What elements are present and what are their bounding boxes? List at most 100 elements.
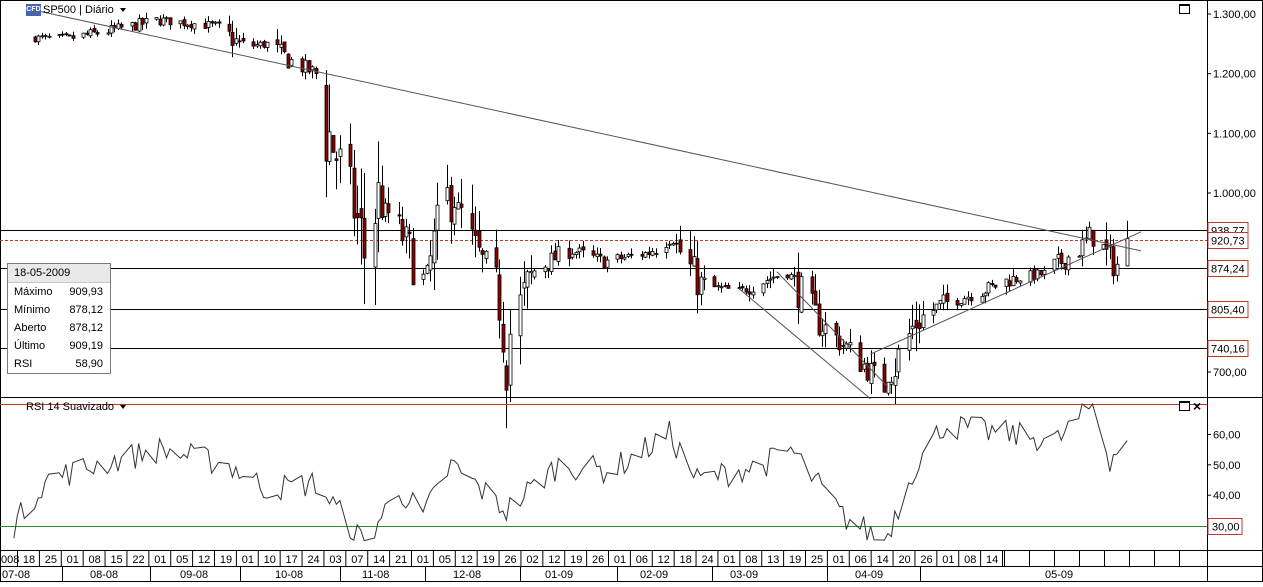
level-label: 920,73 bbox=[1211, 236, 1245, 248]
candle-body bbox=[411, 238, 416, 286]
day-tick-label: 19 bbox=[220, 554, 232, 566]
candle-body bbox=[896, 348, 901, 373]
day-tick-label: 25 bbox=[45, 554, 57, 566]
trendline bbox=[738, 288, 871, 400]
candle-body bbox=[130, 22, 135, 27]
level-label-box bbox=[1207, 260, 1249, 277]
candle-body bbox=[765, 280, 770, 284]
candle-body bbox=[1080, 239, 1085, 257]
candle-body bbox=[747, 291, 752, 295]
day-tick-label: 26 bbox=[592, 554, 604, 566]
day-tick-label: 01 bbox=[723, 554, 735, 566]
candle-body bbox=[137, 18, 142, 32]
maximize-indicator-panel-icon[interactable] bbox=[1179, 401, 1190, 411]
candle-body bbox=[751, 291, 756, 296]
month-label: 11-08 bbox=[362, 569, 389, 581]
candle-body bbox=[567, 247, 572, 259]
candle-body bbox=[459, 203, 464, 208]
info-label: Mínimo bbox=[14, 304, 51, 316]
candle-body bbox=[480, 250, 485, 255]
candle-body bbox=[799, 276, 804, 313]
indicator-label: RSI 14 Suavizado bbox=[26, 401, 115, 413]
candle-body bbox=[595, 253, 600, 258]
candle-body bbox=[352, 167, 357, 219]
instrument-selector[interactable]: CFD SP500 | Diário bbox=[26, 4, 126, 17]
info-row-rsi: RSI 58,90 bbox=[8, 355, 110, 373]
candle-body bbox=[955, 300, 960, 306]
candle-body bbox=[40, 35, 45, 38]
candle-body bbox=[813, 290, 818, 306]
candle-body bbox=[43, 34, 48, 37]
day-tick-label: 01 bbox=[417, 554, 429, 566]
info-value: 878,12 bbox=[69, 322, 103, 334]
candle-body bbox=[817, 303, 822, 336]
rsi-y-tick-label: 40,00 bbox=[1213, 490, 1241, 502]
candle-body bbox=[744, 288, 749, 293]
candle-body bbox=[452, 207, 457, 225]
candle-body bbox=[282, 41, 287, 53]
maximize-price-panel-icon[interactable] bbox=[1179, 4, 1190, 14]
candle-body bbox=[841, 345, 846, 347]
day-tick-label: 26 bbox=[920, 554, 932, 566]
candle-body bbox=[740, 286, 745, 289]
candle-body bbox=[182, 19, 187, 27]
day-tick-label: 08 bbox=[964, 554, 976, 566]
candle-body bbox=[1018, 280, 1023, 284]
candle-body bbox=[237, 40, 242, 43]
candle-body bbox=[362, 217, 367, 259]
candle-body bbox=[71, 35, 76, 39]
candle-body bbox=[549, 252, 554, 273]
candle-body bbox=[716, 285, 721, 288]
day-tick-label: 17 bbox=[286, 554, 298, 566]
candle-body bbox=[508, 333, 513, 386]
candle-body bbox=[504, 365, 509, 391]
candle-body bbox=[324, 84, 329, 162]
candle-body bbox=[289, 59, 294, 66]
candle-body bbox=[737, 287, 742, 289]
candle-body bbox=[556, 246, 561, 262]
candle-body bbox=[605, 259, 610, 268]
candle-body bbox=[116, 23, 121, 29]
y-tick-label: 1.200,00 bbox=[1213, 69, 1256, 81]
candle-body bbox=[213, 21, 218, 24]
indicator-selector[interactable]: RSI 14 Suavizado bbox=[26, 401, 127, 413]
candle-body bbox=[310, 66, 315, 71]
candle-body bbox=[570, 253, 575, 258]
chevron-down-icon bbox=[119, 8, 126, 13]
day-tick-label: 01 bbox=[67, 554, 79, 566]
candle-body bbox=[373, 223, 378, 268]
candle-body bbox=[865, 362, 870, 381]
candle-body bbox=[1111, 246, 1116, 277]
candle-body bbox=[695, 258, 700, 296]
candle-body bbox=[848, 342, 853, 346]
close-icon[interactable]: × bbox=[1193, 398, 1202, 414]
candle-body bbox=[678, 239, 683, 253]
candle-body bbox=[726, 284, 731, 289]
candle-body bbox=[719, 286, 724, 289]
candle-body bbox=[449, 185, 454, 223]
candle-body bbox=[140, 17, 145, 25]
candle-body bbox=[1052, 258, 1057, 271]
candle-body bbox=[1125, 238, 1130, 267]
candle-body bbox=[1032, 269, 1037, 280]
candle-body bbox=[307, 60, 312, 73]
candle-body bbox=[203, 22, 208, 29]
candle-body bbox=[95, 32, 100, 35]
level-label-box bbox=[1207, 340, 1249, 357]
candle-body bbox=[699, 276, 704, 295]
info-label: Último bbox=[14, 340, 46, 352]
candle-body bbox=[185, 24, 190, 27]
candle-body bbox=[432, 230, 437, 264]
candle-body bbox=[338, 148, 343, 157]
candle-body bbox=[192, 23, 197, 30]
candle-body bbox=[886, 381, 891, 394]
chevron-down-icon bbox=[120, 405, 127, 410]
candle-body bbox=[869, 363, 874, 385]
info-row-low: Mínimo 878,12 bbox=[8, 301, 110, 319]
candle-body bbox=[60, 33, 65, 36]
candle-body bbox=[834, 322, 839, 336]
y-tick-label: 1.300,00 bbox=[1213, 9, 1256, 21]
rsi-level-label: 30,00 bbox=[1212, 522, 1240, 534]
candle-body bbox=[959, 303, 964, 306]
